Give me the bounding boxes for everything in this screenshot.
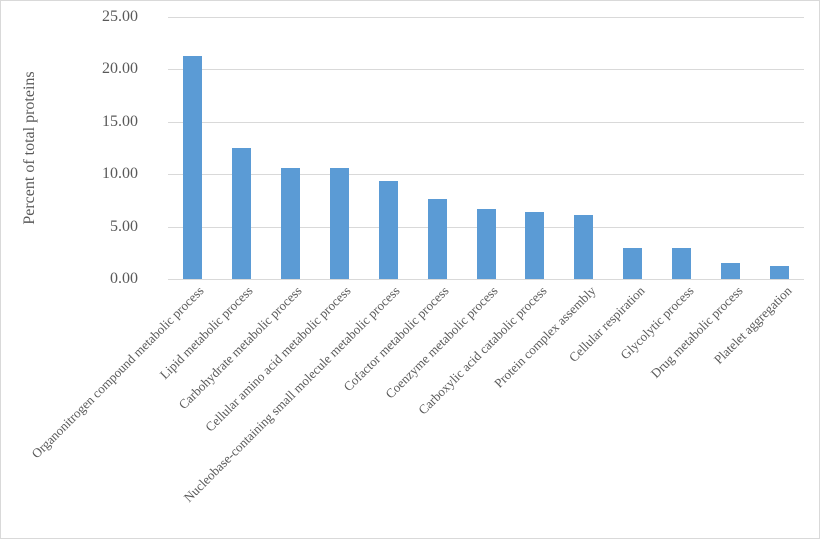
gridline bbox=[168, 69, 804, 71]
bar bbox=[427, 199, 447, 279]
bar bbox=[574, 215, 594, 279]
bar bbox=[770, 266, 790, 279]
y-axis-title: Percent of total proteins bbox=[21, 71, 38, 225]
bar bbox=[672, 247, 692, 279]
bar bbox=[182, 55, 202, 279]
bar bbox=[378, 180, 398, 279]
y-tick-label: 0.00 bbox=[110, 270, 138, 287]
gridline bbox=[168, 17, 804, 18]
gridline bbox=[168, 174, 804, 176]
bar bbox=[623, 247, 643, 279]
bar bbox=[525, 211, 545, 279]
y-tick-label: 20.00 bbox=[102, 60, 138, 78]
bar bbox=[329, 167, 349, 279]
bar bbox=[231, 148, 251, 279]
y-tick-label: 10.00 bbox=[102, 165, 138, 183]
y-tick-label: 15.00 bbox=[102, 112, 138, 130]
bar bbox=[721, 263, 741, 279]
y-tick-label: 5.00 bbox=[110, 217, 138, 235]
bar bbox=[280, 167, 300, 279]
plot-area: 0.00 5.00 10.00 15.00 20.00 25.00 bbox=[102, 8, 804, 287]
y-tick-label: 25.00 bbox=[102, 8, 138, 25]
bar bbox=[476, 208, 496, 279]
gridline bbox=[168, 279, 804, 280]
gridline bbox=[168, 121, 804, 123]
